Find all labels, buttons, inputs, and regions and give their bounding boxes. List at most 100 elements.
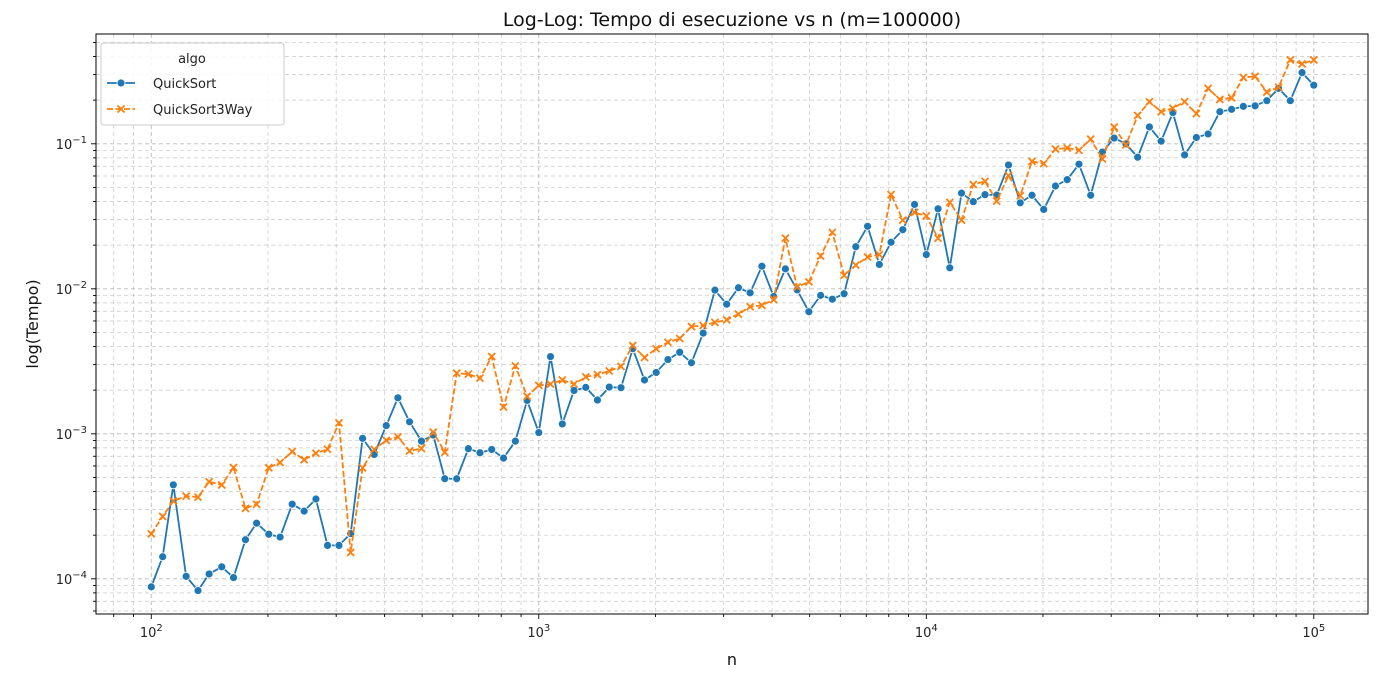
data-point-quicksort [804,307,814,317]
data-point-stroke [193,492,203,502]
data-point-quicksort3way [1098,154,1107,164]
data-point-quicksort3way [288,447,297,456]
data-point-stroke [487,352,496,361]
data-point-stroke [440,448,449,457]
data-point-quicksort [710,285,720,295]
data-point-quicksort3way [839,271,849,280]
data-point-quicksort [499,453,508,463]
data-point-quicksort3way [417,444,426,453]
data-point-quicksort [945,263,955,273]
data-point-quicksort3way [875,250,884,259]
data-point-quicksort [1027,190,1037,200]
data-point-quicksort3way [746,302,755,311]
data-point-stroke [169,496,178,506]
data-point-stroke [628,341,637,350]
data-point-quicksort3way [452,369,461,378]
data-point-quicksort [968,197,978,207]
data-point-stroke [593,370,602,379]
data-point-stroke [1016,191,1025,200]
data-point-stroke [863,252,872,262]
data-point-stroke [370,445,379,454]
data-point-quicksort [734,283,743,293]
data-point-quicksort3way [382,436,391,445]
data-point-quicksort3way [522,392,532,401]
data-point-quicksort [675,347,685,357]
data-point-quicksort3way [346,548,355,557]
data-point-stroke [1250,72,1260,81]
data-point-quicksort [1238,101,1248,111]
data-point-quicksort [651,368,661,377]
data-point-quicksort [1144,122,1154,132]
data-point-quicksort3way [992,196,1001,206]
data-point-quicksort3way [1027,157,1037,166]
data-point-quicksort [1250,101,1260,111]
data-point-quicksort [193,586,203,595]
data-point-stroke [816,251,825,261]
data-point-quicksort [839,289,849,299]
y-tick-label: 10−4 [56,570,87,588]
series-line-quicksort3way [150,59,1315,554]
data-point-quicksort [405,417,414,427]
data-point-quicksort [910,200,919,209]
data-point-quicksort3way [569,380,579,389]
series-line-quicksort [150,71,1315,592]
data-point-quicksort3way [334,418,344,428]
data-point-quicksort [604,382,614,392]
data-point-quicksort3way [687,322,696,331]
data-point-quicksort3way [1180,97,1189,106]
data-point-quicksort3way [898,215,907,225]
legend-label-quicksort: QuickSort [153,77,216,92]
data-point-quicksort3way [1168,104,1178,113]
data-point-stroke [1098,154,1107,164]
data-point-stroke [1086,134,1095,144]
data-point-quicksort3way [299,455,309,464]
data-point-quicksort [863,221,872,231]
data-point-quicksort3way [652,344,661,353]
data-point-quicksort [204,569,214,579]
data-point-stroke [1203,84,1213,93]
legend-marker-quicksort [116,78,126,88]
data-point-quicksort [780,264,790,274]
data-point-quicksort3way [405,446,414,456]
y-tick-label: 10−1 [56,135,87,153]
data-point-quicksort3way [980,177,990,186]
data-point-quicksort [323,541,332,550]
plot-area-frame [95,33,1369,615]
data-point-quicksort3way [1063,143,1072,153]
data-point-stroke [204,477,214,486]
data-point-stroke [241,504,250,513]
data-point-quicksort [687,358,696,368]
data-point-quicksort [1215,107,1225,117]
data-point-quicksort [334,541,344,550]
data-point-quicksort3way [1110,122,1119,132]
data-point-quicksort3way [193,492,203,502]
data-point-quicksort [1133,152,1143,162]
data-point-quicksort3way [616,362,626,371]
data-point-stroke [452,369,461,378]
data-point-quicksort3way [863,252,872,262]
data-point-stroke [886,190,896,199]
data-point-quicksort [745,288,755,298]
data-point-quicksort [229,573,238,582]
data-point-quicksort3way [675,334,684,343]
data-point-stroke [147,529,156,539]
data-point-quicksort [1004,160,1013,170]
data-point-stroke [217,480,226,490]
data-point-quicksort [1109,133,1119,143]
data-point-stroke [382,436,391,445]
data-point-stroke [288,447,297,456]
data-point-quicksort3way [181,491,191,501]
data-point-quicksort [487,445,497,454]
data-point-stroke [464,369,473,379]
data-point-quicksort [546,352,555,361]
y-tick-label: 10−3 [56,425,87,443]
data-point-stroke [417,444,426,453]
data-point-quicksort3way [1274,83,1283,92]
data-point-stroke [710,318,720,327]
data-point-quicksort3way [464,369,473,379]
data-point-stroke [511,361,520,371]
data-point-quicksort3way [710,318,720,327]
data-point-quicksort [393,393,403,403]
